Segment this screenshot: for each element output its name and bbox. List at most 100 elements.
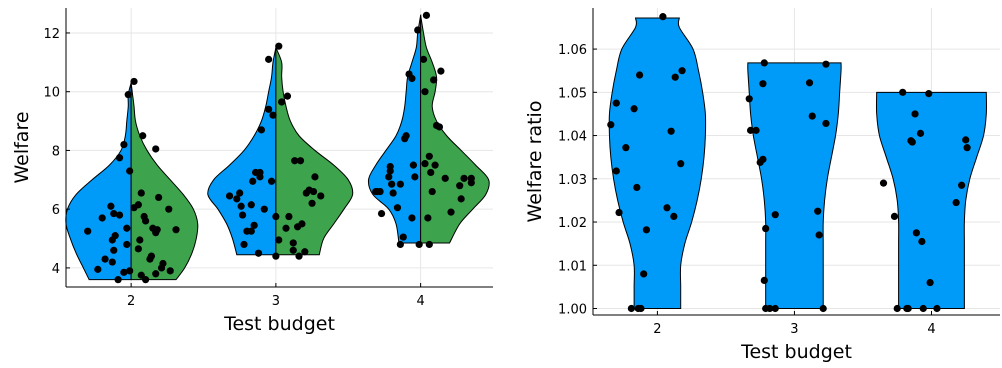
data-point	[120, 140, 128, 149]
y-tick-label: 4	[52, 262, 60, 277]
data-point	[637, 304, 645, 313]
data-point	[272, 252, 280, 260]
data-point	[819, 304, 827, 313]
data-point	[752, 126, 760, 134]
data-point	[622, 144, 630, 152]
data-point	[642, 226, 651, 234]
y-tick-label: 1.06	[558, 43, 587, 58]
violin-left-half	[207, 47, 277, 256]
data-point	[130, 204, 138, 212]
x-tick-label: 2	[127, 294, 135, 309]
data-point	[311, 173, 319, 181]
data-point	[467, 174, 475, 182]
data-point	[612, 99, 620, 107]
data-point	[377, 209, 386, 218]
x-tick-label: 4	[927, 322, 935, 337]
data-point	[670, 212, 678, 221]
data-point	[283, 92, 292, 100]
data-point	[411, 173, 419, 181]
data-point	[615, 208, 623, 217]
data-point	[633, 183, 641, 192]
data-point	[272, 212, 280, 221]
data-point	[630, 105, 638, 113]
data-point	[172, 226, 180, 234]
data-point	[762, 224, 770, 233]
data-point	[746, 126, 755, 134]
data-point	[805, 79, 814, 87]
data-point	[822, 119, 830, 128]
data-point	[386, 167, 394, 175]
violin-3	[745, 59, 842, 313]
data-point	[640, 270, 648, 278]
data-point	[814, 207, 822, 215]
x-tick-label: 3	[272, 294, 280, 309]
x-axis-label: Test budget	[740, 341, 852, 363]
data-point	[267, 177, 276, 185]
data-point	[414, 26, 422, 34]
data-point	[958, 181, 966, 189]
y-tick-label: 1.05	[558, 86, 587, 101]
data-point	[421, 88, 429, 96]
data-point	[460, 174, 468, 182]
violin-body	[747, 62, 842, 310]
data-point	[408, 74, 416, 83]
data-point	[84, 227, 92, 235]
data-point	[627, 304, 635, 313]
data-point	[963, 144, 971, 152]
data-point	[114, 276, 122, 284]
data-point	[908, 138, 916, 146]
data-point	[926, 278, 934, 287]
data-point	[899, 88, 907, 96]
data-point	[408, 214, 416, 222]
data-point	[301, 248, 309, 256]
x-tick-label: 3	[790, 322, 798, 337]
data-point	[409, 161, 417, 169]
data-point	[265, 55, 273, 63]
data-point	[233, 195, 241, 203]
x-tick-label: 2	[653, 322, 661, 337]
data-point	[115, 211, 124, 219]
data-point	[295, 252, 303, 260]
data-point	[152, 145, 160, 153]
data-point	[659, 13, 667, 21]
y-tick-label: 12	[43, 27, 60, 42]
data-point	[677, 160, 685, 168]
data-point	[155, 193, 163, 202]
data-point	[822, 60, 830, 68]
data-point	[415, 240, 423, 249]
data-point	[393, 204, 402, 212]
data-point	[123, 224, 131, 232]
data-point	[317, 192, 325, 200]
data-point	[890, 212, 899, 221]
y-tick-label: 10	[43, 86, 60, 101]
x-tick-label: 4	[416, 294, 424, 309]
data-point	[166, 267, 174, 275]
data-point	[916, 129, 925, 137]
data-point	[919, 304, 927, 313]
data-point	[759, 80, 767, 88]
data-point	[134, 245, 142, 253]
y-tick-label: 6	[52, 203, 60, 218]
data-point	[236, 189, 244, 197]
data-point	[108, 258, 116, 266]
violin-left-half	[65, 82, 132, 281]
data-point	[275, 42, 283, 50]
violin-2	[65, 77, 199, 284]
data-point	[422, 11, 431, 19]
data-point	[376, 187, 384, 196]
data-point	[457, 195, 465, 203]
data-point	[396, 180, 404, 188]
data-point	[389, 189, 397, 197]
data-point	[962, 136, 970, 144]
data-point	[912, 229, 921, 237]
data-point	[296, 157, 305, 165]
data-point	[952, 198, 960, 207]
y-axis-label: Welfare	[11, 111, 33, 183]
data-point	[607, 121, 615, 129]
data-point	[249, 177, 257, 185]
data-point	[282, 224, 290, 232]
data-point	[126, 167, 134, 175]
data-point	[745, 95, 753, 103]
y-tick-label: 1.00	[558, 303, 587, 318]
